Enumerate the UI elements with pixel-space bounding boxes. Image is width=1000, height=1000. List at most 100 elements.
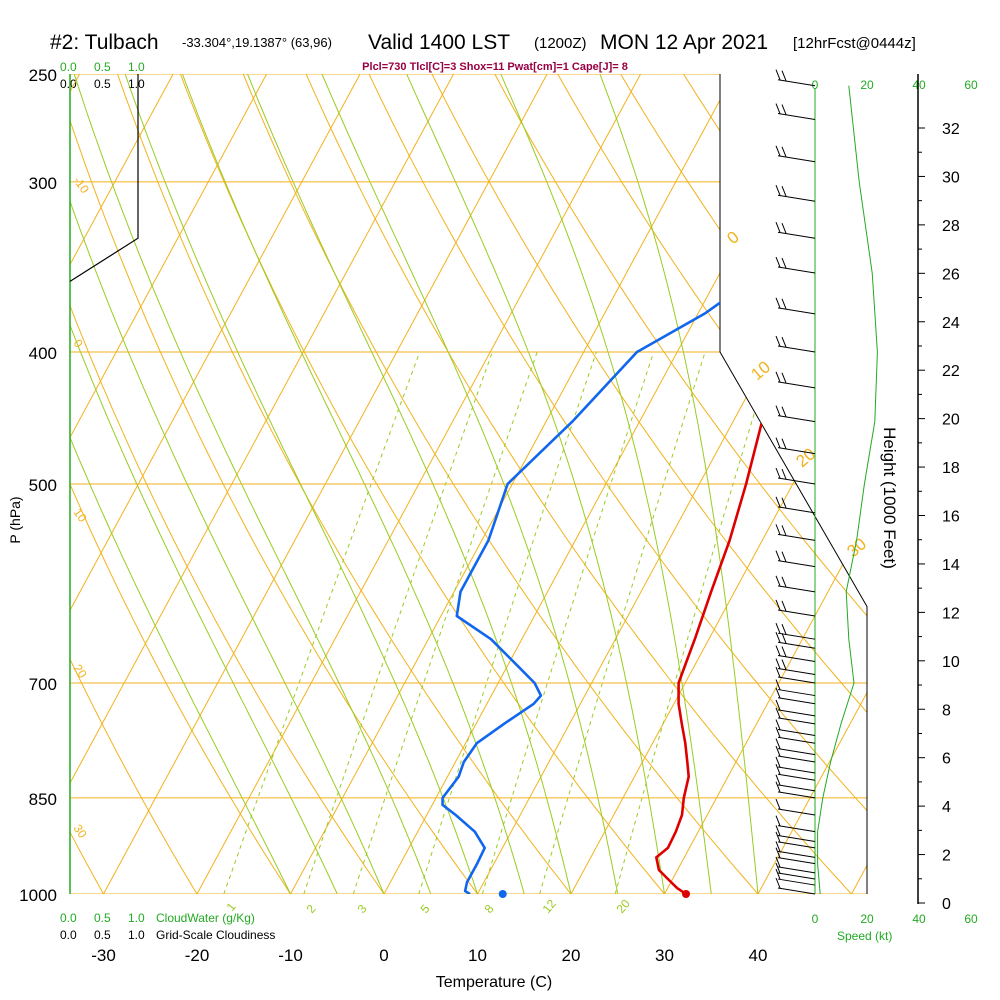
speed-tick-top-2: 40 xyxy=(912,78,926,92)
cloudwater-tick-top-2: 1.0 xyxy=(128,60,145,74)
wind-barb xyxy=(777,676,816,684)
wind-barb xyxy=(777,729,816,737)
dry-adiabat-10 xyxy=(70,74,478,894)
cloudwater-tick-top-0: 0.0 xyxy=(60,60,77,74)
wind-barb-flag xyxy=(775,645,781,656)
wind-barb xyxy=(777,447,816,455)
wind-barb-flag xyxy=(775,371,781,383)
wind-barb xyxy=(777,113,816,121)
height-tick-label: 32 xyxy=(942,121,960,138)
wind-barb-flag xyxy=(781,468,787,480)
height-tick-label: 28 xyxy=(942,218,960,235)
wind-barb-flag xyxy=(775,781,781,793)
moist-adiabat-0 xyxy=(70,74,385,894)
wind-barb-flag xyxy=(775,825,781,836)
height-tick-label: 26 xyxy=(942,266,960,283)
wind-barb-flag xyxy=(775,256,781,268)
wind-barb xyxy=(777,697,816,705)
dry-adiabat-40 xyxy=(242,74,759,894)
wind-barb-flag xyxy=(775,550,781,561)
moist-adiabat--5 xyxy=(70,74,338,894)
temperature-tick-label: 30 xyxy=(655,946,674,965)
dry-adiabat--10 xyxy=(70,74,291,894)
wind-barb xyxy=(777,415,816,423)
wind-barb-flag xyxy=(781,298,787,310)
wind-barb xyxy=(777,231,816,239)
wind-barb xyxy=(777,345,816,353)
dry-adiabat-20 xyxy=(117,74,572,894)
plot-frame xyxy=(69,74,878,895)
zulu-time: (1200Z) xyxy=(534,35,587,52)
height-tick-label: 14 xyxy=(942,557,960,574)
temperature-tick-label: 20 xyxy=(562,946,581,965)
y-axis-title: P (hPa) xyxy=(7,496,23,543)
wind-barb xyxy=(777,736,816,744)
wind-barb xyxy=(777,866,816,874)
isotherm--70 xyxy=(70,74,174,894)
wind-barb xyxy=(777,266,816,274)
cloudwater-label: CloudWater (g/Kg) xyxy=(156,911,255,925)
moist-adiabat-40 xyxy=(599,74,759,894)
temperature-tick-label: 10 xyxy=(468,946,487,965)
moist-adiabat--10 xyxy=(70,74,291,894)
wind-barb xyxy=(777,477,816,485)
wind-barb xyxy=(777,79,816,87)
wind-barb-flag xyxy=(775,437,781,448)
wind-barb-flag xyxy=(775,666,781,678)
height-tick-label: 30 xyxy=(942,169,960,186)
moist-adiabat-15 xyxy=(181,74,525,894)
wind-barb xyxy=(777,689,816,697)
cloudwater-tick-top-1: 0.5 xyxy=(94,60,111,74)
wind-barb-flag xyxy=(775,103,781,114)
wind-barb-flag xyxy=(775,687,781,698)
wind-barb-flag xyxy=(781,646,787,657)
wind-barb-flag xyxy=(781,146,787,157)
height-tick-label: 4 xyxy=(942,799,951,816)
mixing-ratio-8 xyxy=(481,351,655,894)
wind-barb xyxy=(777,887,816,895)
wind-barb xyxy=(777,585,816,593)
pressure-tick-label: 400 xyxy=(29,344,57,363)
pressure-tick-label: 500 xyxy=(29,476,57,495)
wind-barb-flag xyxy=(781,257,787,269)
height-tick-label: 24 xyxy=(942,315,960,332)
wind-barb xyxy=(777,506,816,514)
speed-tick-1: 20 xyxy=(860,912,874,926)
wind-barb xyxy=(777,609,816,617)
cloudiness-tick-top-2: 1.0 xyxy=(128,77,145,91)
wind-barb-flag xyxy=(775,862,781,874)
wind-barb-flag xyxy=(775,764,781,775)
moist-adiabat-5 xyxy=(73,74,432,894)
wind-barb xyxy=(777,755,816,763)
wind-barb-flag xyxy=(781,372,787,384)
wind-barb xyxy=(777,709,816,717)
pressure-tick-label: 700 xyxy=(29,675,57,694)
wind-barb-flag xyxy=(775,623,781,634)
indices-line: Plcl=730 Tlcl[C]=3 Shox=11 Pwat[cm]=1 Ca… xyxy=(362,61,628,73)
wind-barb-flag xyxy=(775,599,781,611)
wind-barb xyxy=(777,773,816,781)
wind-barb xyxy=(777,857,816,865)
height-tick-label: 12 xyxy=(942,605,960,622)
height-tick-label: 2 xyxy=(942,848,951,865)
wind-barb xyxy=(777,307,816,315)
wind-barb-flag xyxy=(781,497,787,509)
cloudwater-tick-2: 1.0 xyxy=(128,911,145,925)
cloudiness-tick-2: 1.0 xyxy=(128,928,145,942)
wind-barb-flag xyxy=(775,335,781,347)
wind-barb xyxy=(777,825,816,833)
speed-tick-top-3: 60 xyxy=(964,78,978,92)
wind-barb-flag xyxy=(775,756,781,768)
height-tick-label: 18 xyxy=(942,460,960,477)
wind-barb-flag xyxy=(781,600,787,612)
dry-adiabat-90 xyxy=(557,74,867,894)
wind-barb-flag xyxy=(775,297,781,309)
wind-barb-flag xyxy=(775,524,781,535)
wind-barb-flag xyxy=(775,222,781,233)
wind-barb-flag xyxy=(781,551,787,562)
pressure-tick-label: 250 xyxy=(29,66,57,85)
moist-adiabat-20 xyxy=(247,74,572,894)
wind-barb-flag xyxy=(775,699,781,711)
moist-adiabat-30 xyxy=(406,74,665,894)
